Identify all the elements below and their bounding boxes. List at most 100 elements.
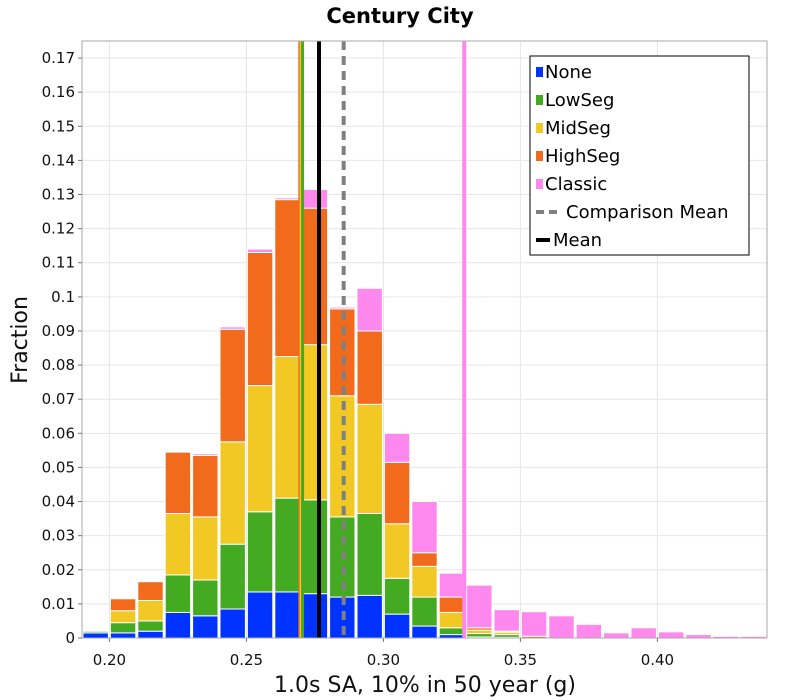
legend-label-none: None xyxy=(545,62,592,83)
bar-highseg xyxy=(219,328,246,443)
bar-highseg xyxy=(109,598,137,612)
bar-highseg xyxy=(274,199,301,358)
bar-highseg xyxy=(164,451,192,514)
bar-midseg xyxy=(164,512,192,576)
y-tick-label: 0.12 xyxy=(42,220,75,238)
y-tick-label: 0.05 xyxy=(42,458,75,476)
y-tick-label: 0.14 xyxy=(42,151,75,169)
bar-lowseg xyxy=(356,512,383,596)
y-tick-label: 0.17 xyxy=(42,49,75,67)
plot-frame xyxy=(81,40,768,639)
y-axis-title: Fraction xyxy=(8,296,33,384)
bar-classic xyxy=(411,501,438,554)
bar-classic xyxy=(630,627,657,639)
y-tick-label: 0.07 xyxy=(42,390,75,408)
legend-label-mean: Mean xyxy=(553,230,602,251)
bar-classic xyxy=(575,623,603,639)
bar-lowseg xyxy=(438,627,466,636)
bar-classic xyxy=(548,615,575,639)
x-axis-ticks: 0.20 0.25 0.30 0.35 0.40 xyxy=(93,638,674,669)
bar-classic xyxy=(301,188,329,209)
bar-none xyxy=(383,613,411,639)
bar-none xyxy=(411,625,438,639)
bar-highseg xyxy=(82,629,109,632)
y-tick-label: 0.04 xyxy=(42,493,75,511)
bar-classic xyxy=(438,572,466,598)
bar-none xyxy=(82,632,109,639)
bar-classic xyxy=(192,453,219,456)
bar-highseg xyxy=(192,454,219,518)
bar-classic xyxy=(493,609,520,632)
bar-midseg xyxy=(383,523,411,579)
bar-lowseg xyxy=(219,543,246,610)
y-tick-label: 0.01 xyxy=(42,595,75,613)
bar-classic xyxy=(520,611,548,637)
y-axis-ticks: 0 0.01 0.02 0.03 0.04 0.05 0.06 0.07 0.08 0.09 0.1… xyxy=(42,49,82,647)
bar-highseg xyxy=(301,207,329,346)
bar-lowseg xyxy=(164,574,192,613)
bar-midseg xyxy=(438,611,466,629)
y-tick-label: 0.06 xyxy=(42,424,75,442)
bar-highseg xyxy=(137,581,164,601)
bar-midseg xyxy=(192,516,219,581)
y-tick-label: 0.03 xyxy=(42,527,75,545)
bar-lowseg xyxy=(301,499,329,595)
legend-swatch-midseg xyxy=(536,123,543,133)
y-tick-label: 0.15 xyxy=(42,117,75,135)
legend-swatch-highseg xyxy=(536,151,543,161)
bar-midseg xyxy=(466,629,493,635)
bar-classic xyxy=(383,432,411,463)
bar-highseg xyxy=(438,596,466,613)
bar-lowseg xyxy=(192,579,219,617)
bar-classic xyxy=(657,631,685,639)
bar-classic xyxy=(685,634,712,639)
x-axis-title: 1.0s SA, 10% in 50 year (g) xyxy=(274,673,576,698)
bar-midseg xyxy=(411,565,438,598)
bar-midseg xyxy=(301,344,329,501)
y-tick-label: 0.16 xyxy=(42,83,75,101)
mean-lines xyxy=(298,41,467,638)
x-tick-label: 0.30 xyxy=(367,651,400,669)
bar-midseg xyxy=(246,385,274,513)
bar-lowseg xyxy=(411,596,438,627)
bar-classic xyxy=(466,584,493,629)
bar-lowseg xyxy=(109,622,137,634)
bar-midseg xyxy=(137,599,164,622)
x-tick-label: 0.25 xyxy=(230,651,263,669)
bar-classic xyxy=(329,306,356,310)
bar-classic xyxy=(164,450,192,453)
bar-highseg xyxy=(329,308,356,397)
legend-label-midseg: MidSeg xyxy=(545,118,611,139)
y-tick-label: 0.02 xyxy=(42,561,75,579)
stacked-bars xyxy=(82,188,767,639)
legend-swatch-none xyxy=(536,67,543,77)
y-tick-label: 0.09 xyxy=(42,322,75,340)
bar-lowseg xyxy=(274,497,301,593)
bar-none xyxy=(301,593,329,639)
y-tick-label: 0 xyxy=(65,629,75,647)
y-tick-label: 0.13 xyxy=(42,186,75,204)
bar-highseg xyxy=(246,252,274,387)
legend-label-classic: Classic xyxy=(545,174,607,195)
legend-label-highseg: HighSeg xyxy=(545,146,620,167)
y-tick-label: 0.08 xyxy=(42,356,75,374)
bar-classic xyxy=(356,287,383,332)
bar-lowseg xyxy=(246,511,274,593)
bar-lowseg xyxy=(137,620,164,632)
bar-classic xyxy=(603,632,630,639)
bar-midseg xyxy=(109,610,137,624)
bar-midseg xyxy=(274,356,301,499)
bar-classic xyxy=(274,197,301,201)
bar-none xyxy=(109,632,137,639)
bar-classic xyxy=(246,248,274,254)
bar-none xyxy=(137,630,164,639)
bar-none xyxy=(438,634,466,639)
bar-highseg xyxy=(356,330,383,405)
bar-lowseg xyxy=(466,633,493,638)
bar-midseg xyxy=(356,403,383,514)
bar-none xyxy=(274,591,301,639)
bar-none xyxy=(246,591,274,639)
bar-classic xyxy=(219,326,246,330)
x-tick-label: 0.40 xyxy=(641,651,674,669)
bar-highseg xyxy=(411,552,438,567)
